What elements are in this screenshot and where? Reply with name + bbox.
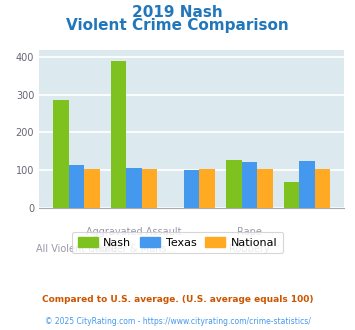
Bar bbox=[200, 169, 215, 208]
Bar bbox=[242, 162, 257, 208]
Bar bbox=[126, 168, 142, 208]
Bar bbox=[84, 169, 100, 208]
Bar bbox=[284, 182, 299, 208]
Text: Robbery: Robbery bbox=[229, 244, 270, 254]
Bar bbox=[315, 169, 331, 208]
Legend: Nash, Texas, National: Nash, Texas, National bbox=[72, 232, 283, 253]
Text: All Violent Crime: All Violent Crime bbox=[36, 244, 117, 254]
Text: 2019 Nash: 2019 Nash bbox=[132, 5, 223, 20]
Text: Violent Crime Comparison: Violent Crime Comparison bbox=[66, 18, 289, 33]
Bar bbox=[257, 169, 273, 208]
Text: Aggravated Assault: Aggravated Assault bbox=[86, 227, 182, 237]
Bar bbox=[142, 169, 157, 208]
Bar bbox=[184, 170, 200, 208]
Text: Rape: Rape bbox=[237, 227, 262, 237]
Text: Compared to U.S. average. (U.S. average equals 100): Compared to U.S. average. (U.S. average … bbox=[42, 295, 313, 304]
Bar bbox=[299, 161, 315, 208]
Bar bbox=[53, 100, 69, 208]
Bar bbox=[111, 61, 126, 208]
Bar bbox=[69, 165, 84, 208]
Bar bbox=[226, 160, 242, 208]
Text: © 2025 CityRating.com - https://www.cityrating.com/crime-statistics/: © 2025 CityRating.com - https://www.city… bbox=[45, 317, 310, 326]
Text: Murder & Mans...: Murder & Mans... bbox=[92, 244, 176, 254]
